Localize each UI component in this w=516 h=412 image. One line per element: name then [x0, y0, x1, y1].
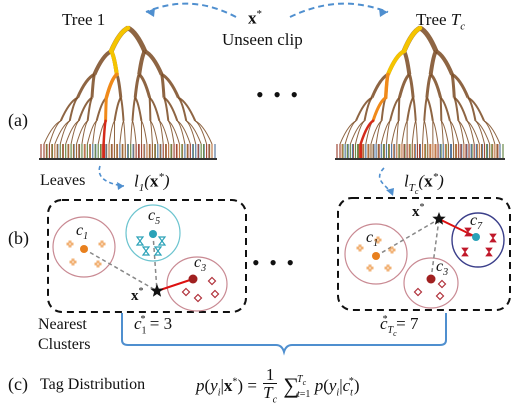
right-clusters	[344, 212, 505, 309]
query-x-right: x*	[412, 202, 425, 220]
query-star-right	[432, 212, 446, 225]
query-x-left: x*	[131, 286, 144, 304]
cross-markers	[66, 240, 106, 268]
centroid-c3	[188, 274, 198, 284]
tag-distribution-label: Tag Distribution	[40, 376, 146, 393]
leaf-arrow-left	[98, 165, 125, 187]
left-clusters	[52, 204, 228, 312]
leaf-right-label: lTc(x*)	[404, 171, 444, 197]
cluster-c7-label: c7	[470, 212, 483, 233]
cluster-c1-ring-right	[344, 223, 408, 285]
cluster-box-left	[47, 199, 247, 313]
cluster-c3-label-right: c3	[436, 258, 449, 279]
arrowhead-left	[146, 8, 155, 17]
panel-a-label: (a)	[8, 110, 28, 130]
cluster-c3-ring-right	[403, 257, 459, 309]
query-x-label: x*	[248, 8, 262, 28]
aggregation-bracket	[121, 313, 447, 356]
cluster-c7-ring	[451, 212, 505, 268]
tree-1	[39, 25, 217, 160]
tree-tc	[335, 25, 505, 160]
panel-b-label: (b)	[8, 228, 29, 248]
ellipsis-a: • • •	[256, 82, 301, 107]
nearest-left-result: c1* = 3	[134, 314, 173, 337]
cluster-c5-label: c5	[148, 207, 161, 228]
clusters-label: Clusters	[38, 336, 91, 353]
cluster-c5-ring	[125, 204, 181, 262]
arrow-to-tree-tc	[289, 2, 389, 18]
centroid-c5	[149, 230, 157, 238]
centroid-c1	[80, 245, 88, 253]
cross-markers-right	[356, 236, 396, 272]
nearest-right-result: cTc* = 7	[380, 314, 419, 339]
leaf-left-label: l1(x*)	[134, 171, 170, 195]
tag-distribution-formula: p(yi|x*) = 1 Tc ∑ Tc t=1 p(yi|ct*)	[196, 365, 360, 406]
cluster-c1-label-right: c1	[366, 229, 379, 250]
query-star-left	[150, 284, 164, 297]
unseen-clip-label: Unseen clip	[222, 30, 303, 49]
cluster-c3-label: c3	[194, 254, 207, 275]
arrow-to-tree-1	[145, 2, 237, 18]
cluster-c1-ring	[52, 216, 116, 278]
arrowhead-right	[379, 8, 388, 17]
query-arrows	[145, 2, 389, 18]
nearest-label: Nearest	[38, 316, 87, 333]
cluster-c1-label: c1	[76, 222, 89, 243]
tree-tc-label: Tree Tc	[416, 10, 466, 33]
panel-c-label: (c)	[8, 374, 28, 394]
tree-1-label: Tree 1	[62, 10, 106, 29]
ellipsis-b: • • •	[252, 250, 297, 275]
cluster-box-right	[337, 197, 511, 311]
leaves-label: Leaves	[40, 172, 86, 189]
cluster-c3-ring	[166, 256, 228, 312]
